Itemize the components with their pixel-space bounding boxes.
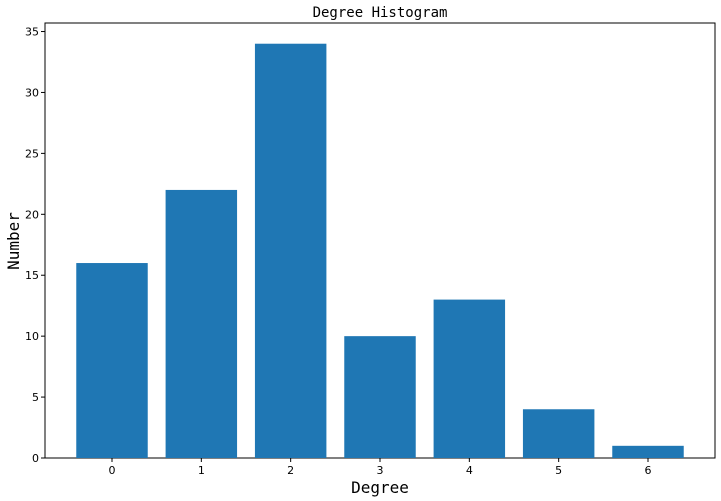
y-tick-label-5: 5 <box>32 391 39 404</box>
x-tick-label-3: 3 <box>377 464 384 477</box>
x-axis-label: Degree <box>351 478 409 497</box>
y-tick-label-35: 35 <box>25 26 39 39</box>
bar-6 <box>612 445 684 458</box>
x-tick-label-2: 2 <box>287 464 294 477</box>
bar-4 <box>433 299 506 458</box>
bar-2 <box>254 43 327 458</box>
x-tick-label-6: 6 <box>645 464 652 477</box>
y-tick-label-10: 10 <box>25 330 39 343</box>
y-axis-ticks: 0 5 10 15 20 25 30 35 <box>25 26 45 465</box>
x-axis-ticks: 0 1 2 3 4 5 6 <box>109 458 652 477</box>
x-tick-label-0: 0 <box>109 464 116 477</box>
bar-5 <box>522 409 595 458</box>
y-tick-label-15: 15 <box>25 269 39 282</box>
bars-layer <box>76 43 684 458</box>
x-tick-label-1: 1 <box>198 464 205 477</box>
y-tick-label-30: 30 <box>25 86 39 99</box>
bar-1 <box>165 189 238 458</box>
y-axis-label: Number <box>4 212 23 270</box>
x-tick-label-5: 5 <box>555 464 562 477</box>
bar-0 <box>76 263 148 458</box>
y-tick-label-25: 25 <box>25 147 39 160</box>
bar-3 <box>344 336 416 458</box>
chart-title: Degree Histogram <box>313 5 448 21</box>
x-tick-label-4: 4 <box>466 464 473 477</box>
y-tick-label-0: 0 <box>32 452 39 465</box>
y-tick-label-20: 20 <box>25 208 39 221</box>
